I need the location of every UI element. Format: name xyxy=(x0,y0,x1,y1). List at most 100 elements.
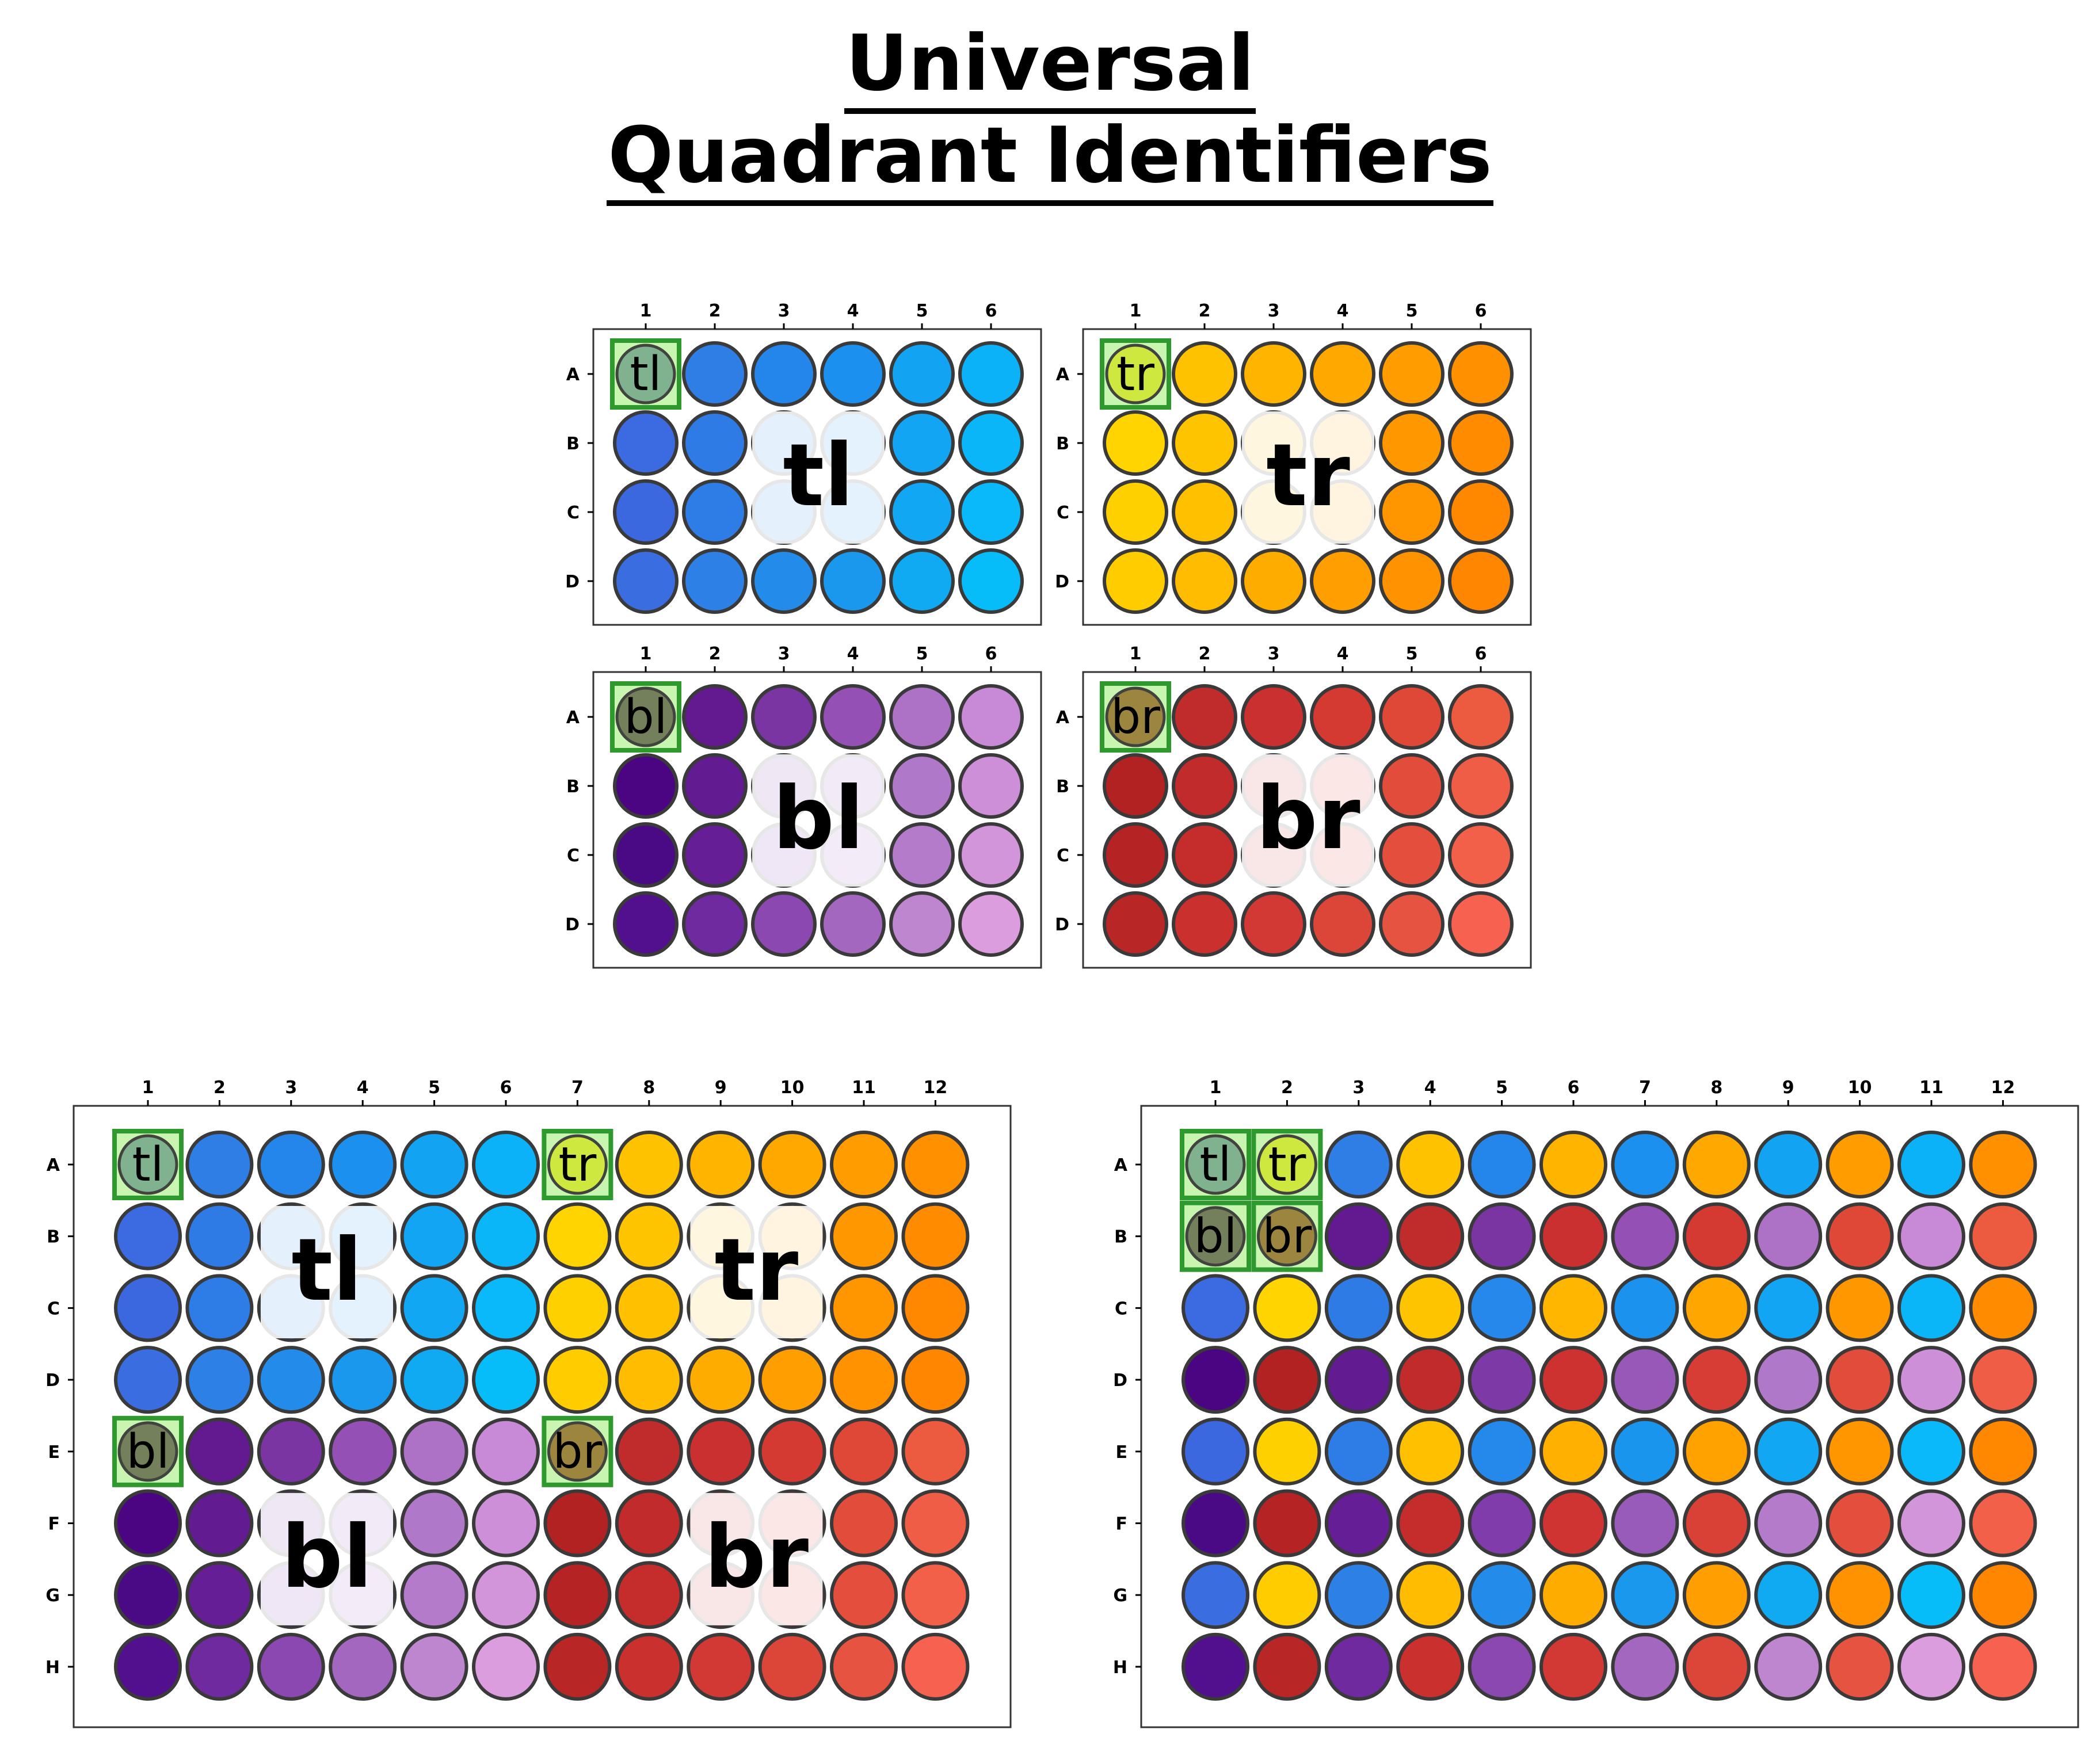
well xyxy=(901,1417,970,1486)
row-label: C xyxy=(1057,846,1069,866)
row-label: A xyxy=(566,365,580,385)
row-label: C xyxy=(567,503,580,523)
well xyxy=(1682,1346,1751,1414)
well xyxy=(472,1561,540,1629)
quadrant-marker-label: br xyxy=(1111,690,1160,745)
well xyxy=(1172,684,1237,750)
col-label: 4 xyxy=(847,301,859,321)
well xyxy=(1448,753,1514,819)
well xyxy=(185,1489,254,1558)
well xyxy=(615,1561,683,1629)
well xyxy=(400,1274,468,1342)
well xyxy=(185,1346,254,1414)
well xyxy=(958,753,1024,819)
well xyxy=(1897,1632,1965,1701)
well xyxy=(1396,1274,1465,1342)
col-label: 5 xyxy=(916,301,928,321)
quadrant-marker-label: tr xyxy=(1116,347,1154,402)
well xyxy=(1969,1417,2037,1486)
well xyxy=(1379,684,1445,750)
well xyxy=(830,1346,898,1414)
well xyxy=(1682,1561,1751,1629)
well xyxy=(1310,891,1375,957)
col-label: 12 xyxy=(1991,1078,2015,1098)
row-label: B xyxy=(1056,434,1069,454)
well xyxy=(830,1131,898,1198)
well xyxy=(613,822,679,888)
well xyxy=(472,1346,540,1414)
well xyxy=(543,1489,612,1558)
quadrant-overlay-label: tl xyxy=(291,1220,362,1320)
row-label: D xyxy=(565,915,580,935)
quadrant-overlay-label: tl xyxy=(783,426,853,526)
title: Universal Quadrant Identifiers xyxy=(0,17,2100,206)
well xyxy=(114,1489,182,1558)
well xyxy=(830,1561,898,1629)
well xyxy=(615,1202,683,1270)
well xyxy=(1539,1202,1607,1270)
row-label: B xyxy=(1114,1227,1127,1247)
well xyxy=(901,1489,970,1558)
well xyxy=(901,1561,970,1629)
well xyxy=(1253,1561,1321,1629)
quadrant-marker-label: tl xyxy=(630,347,662,402)
row-label: E xyxy=(1116,1442,1128,1463)
quadrant-marker-well xyxy=(1105,686,1166,747)
well xyxy=(1468,1632,1536,1701)
well xyxy=(329,1131,397,1198)
well xyxy=(257,1417,325,1486)
well xyxy=(472,1274,540,1342)
well xyxy=(682,410,748,476)
well xyxy=(1754,1346,1823,1414)
well xyxy=(1396,1131,1465,1198)
well xyxy=(1448,684,1514,750)
well xyxy=(1754,1489,1823,1558)
col-label: 5 xyxy=(1406,644,1418,664)
well xyxy=(958,684,1024,750)
well xyxy=(1468,1346,1536,1414)
well xyxy=(1825,1489,1894,1558)
quadrant-marker-label: tr xyxy=(558,1137,596,1192)
col-label: 4 xyxy=(1337,644,1349,664)
well xyxy=(682,891,748,957)
well xyxy=(1682,1417,1751,1486)
well xyxy=(830,1489,898,1558)
well xyxy=(820,684,886,750)
quadrant-marker-label: bl xyxy=(624,690,668,745)
well xyxy=(1396,1632,1465,1701)
col-label: 6 xyxy=(1475,301,1487,321)
well xyxy=(1897,1346,1965,1414)
well xyxy=(958,822,1024,888)
well xyxy=(1253,1274,1321,1342)
row-label: A xyxy=(566,708,580,728)
well xyxy=(1324,1346,1393,1414)
well xyxy=(1754,1202,1823,1270)
well xyxy=(1324,1417,1393,1486)
well xyxy=(613,753,679,819)
quadrant-marker-label: bl xyxy=(127,1425,170,1479)
well xyxy=(1396,1202,1465,1270)
quadrant-overlay xyxy=(261,1492,393,1625)
quadrant-overlay-label: br xyxy=(704,1507,809,1608)
well xyxy=(1182,1417,1249,1486)
well xyxy=(1897,1131,1965,1198)
well xyxy=(682,822,748,888)
well xyxy=(1379,891,1445,957)
quadrant-marker-well xyxy=(117,1421,178,1482)
well xyxy=(687,1417,755,1486)
well xyxy=(543,1632,612,1701)
well xyxy=(615,1489,683,1558)
well xyxy=(472,1489,540,1558)
well xyxy=(185,1417,254,1486)
well xyxy=(1310,684,1375,750)
quadrant-marker-well xyxy=(1256,1134,1317,1195)
well xyxy=(682,479,748,545)
well xyxy=(1754,1632,1823,1701)
well xyxy=(1324,1202,1393,1270)
col-label: 6 xyxy=(1568,1078,1580,1098)
quadrant-marker-well xyxy=(615,343,676,404)
well xyxy=(687,1346,755,1414)
well xyxy=(1172,548,1237,614)
